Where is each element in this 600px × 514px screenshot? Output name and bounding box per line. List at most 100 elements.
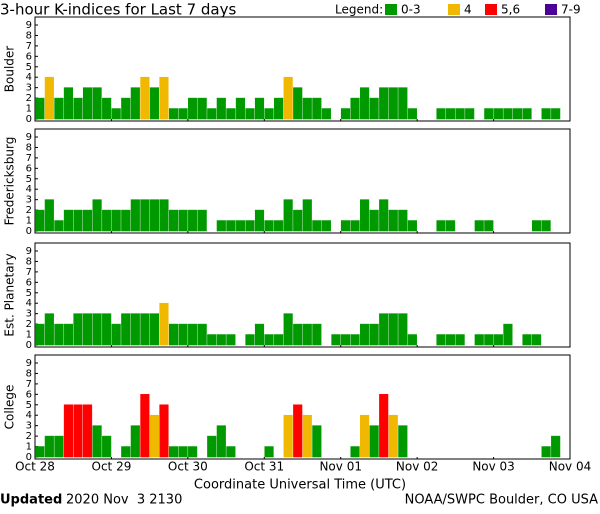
bar: [436, 108, 446, 120]
bar: [446, 108, 456, 120]
y-tick-label: 0: [26, 226, 32, 237]
bar: [168, 446, 179, 458]
bar: [159, 404, 169, 458]
bar: [340, 334, 351, 346]
x-tick-label: Nov 01: [319, 460, 362, 474]
y-tick-label: 0: [26, 452, 32, 463]
bar: [274, 220, 284, 232]
x-tick-label: Nov 02: [396, 460, 439, 474]
y-tick-label: 1: [26, 216, 32, 227]
bar: [302, 199, 312, 232]
y-tick-label: 4: [26, 184, 32, 195]
y-tick-label: 2: [26, 319, 32, 330]
bar: [111, 323, 121, 346]
bar: [522, 334, 532, 346]
bar: [407, 108, 417, 120]
panel-label: Est. Planetary: [3, 253, 17, 336]
bar: [216, 334, 226, 346]
bar: [264, 446, 274, 458]
bar: [264, 220, 274, 232]
x-axis-label: Coordinate Universal Time (UTC): [194, 478, 406, 493]
bar: [35, 97, 45, 120]
y-tick-label: 3: [26, 309, 32, 320]
bar: [245, 108, 255, 120]
bar: [503, 108, 513, 120]
bar: [436, 334, 446, 346]
bar: [168, 108, 179, 120]
bar: [350, 220, 360, 232]
bar: [245, 334, 255, 346]
bar: [522, 108, 532, 120]
bar: [388, 313, 398, 346]
bar: [340, 108, 351, 120]
bar: [312, 220, 322, 232]
bar: [73, 209, 83, 232]
y-tick-label: 9: [26, 358, 32, 369]
bar: [398, 313, 408, 346]
y-tick-label: 6: [26, 277, 32, 288]
bar: [140, 199, 150, 232]
bar: [455, 108, 465, 120]
y-tick-label: 9: [26, 20, 32, 31]
chart-title: 3-hour K-indices for Last 7 days: [0, 1, 236, 19]
y-tick-label: 8: [26, 30, 32, 41]
panel-frame: [34, 354, 571, 460]
bar: [140, 76, 150, 120]
y-tick-label: 6: [26, 51, 32, 62]
y-tick-label: 1: [26, 330, 32, 341]
bar: [379, 394, 389, 458]
bar: [207, 435, 217, 458]
bar: [54, 435, 64, 458]
bar: [264, 334, 274, 346]
bar: [331, 334, 341, 346]
bar: [73, 404, 83, 458]
bar: [130, 425, 140, 458]
legend-swatch: [485, 4, 497, 15]
y-tick-label: 6: [26, 163, 32, 174]
bar: [283, 414, 293, 458]
credit: NOAA/SWPC Boulder, CO USA: [405, 493, 598, 508]
bar: [474, 220, 484, 232]
x-tick-label: Oct 31: [244, 460, 284, 474]
bar: [398, 425, 408, 458]
bar: [226, 108, 236, 120]
bar: [188, 446, 198, 458]
bar: [436, 220, 446, 232]
y-tick-label: 4: [26, 72, 32, 83]
bar: [216, 97, 226, 120]
bar: [446, 334, 456, 346]
updated-label: Updated: [0, 493, 62, 508]
legend-swatch: [545, 4, 557, 15]
bar: [226, 334, 236, 346]
bar: [302, 414, 312, 458]
bar: [512, 108, 523, 120]
legend-swatch: [448, 4, 460, 15]
bar: [350, 334, 360, 346]
bar: [92, 313, 102, 346]
bar: [216, 425, 226, 458]
bar: [197, 323, 207, 346]
y-tick-label: 2: [26, 93, 32, 104]
bar: [188, 323, 198, 346]
bar: [551, 435, 561, 458]
bar: [102, 209, 112, 232]
bar: [159, 199, 169, 232]
bar: [254, 97, 265, 120]
bar: [379, 87, 389, 120]
bar: [531, 220, 542, 232]
y-tick-label: 8: [26, 368, 32, 379]
bar: [130, 87, 140, 120]
bar: [149, 313, 159, 346]
bar: [379, 199, 389, 232]
x-tick-label: Oct 29: [92, 460, 132, 474]
bar: [379, 313, 389, 346]
bar: [446, 220, 456, 232]
bar: [111, 108, 121, 120]
y-tick-label: 7: [26, 267, 32, 278]
y-tick-label: 6: [26, 389, 32, 400]
bar: [398, 87, 408, 120]
x-tick-label: Oct 28: [15, 460, 55, 474]
x-tick-label: Nov 03: [472, 460, 515, 474]
bar: [73, 313, 83, 346]
